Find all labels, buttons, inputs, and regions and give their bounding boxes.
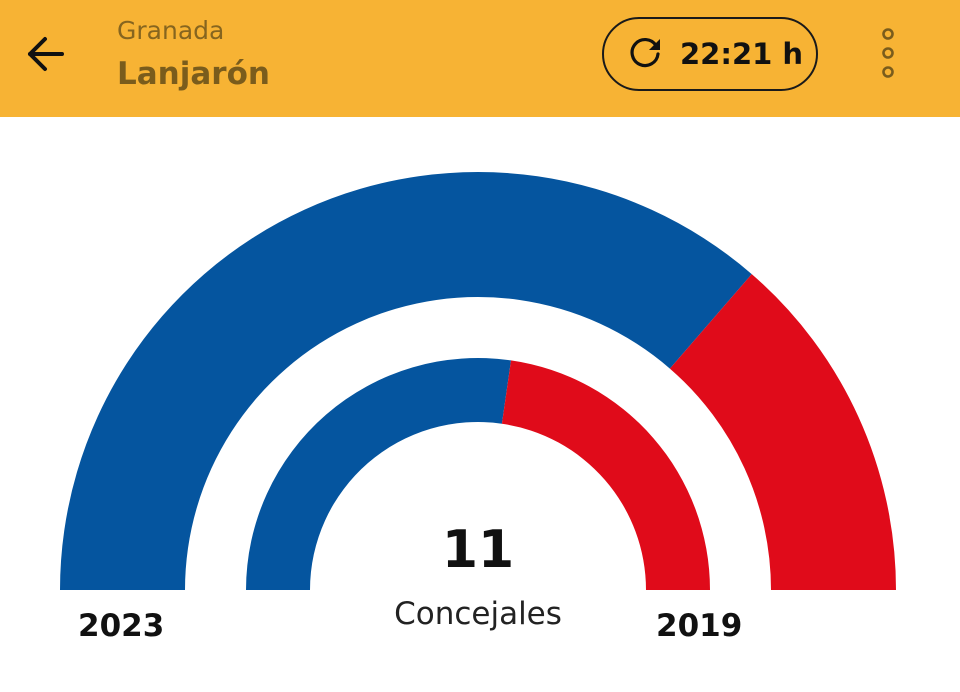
more-vertical-icon bbox=[882, 28, 894, 78]
refresh-time-button[interactable]: 22:21 h bbox=[602, 17, 818, 91]
total-seats: 11 bbox=[441, 520, 515, 580]
province-name: Granada bbox=[117, 16, 225, 45]
inner-ring-2019-segment-2 bbox=[501, 360, 710, 590]
location-titles: Granada Lanjarón bbox=[117, 16, 270, 94]
back-button[interactable] bbox=[18, 26, 74, 82]
inner-ring-year-label: 2019 bbox=[656, 608, 743, 644]
app-header: Granada Lanjarón 22:21 h bbox=[0, 0, 960, 117]
more-options-button[interactable] bbox=[866, 22, 910, 84]
update-time: 22:21 h bbox=[680, 37, 804, 71]
outer-ring-2023-segment-2 bbox=[669, 274, 896, 590]
seats-label: Concejales bbox=[394, 596, 562, 632]
refresh-icon bbox=[630, 38, 660, 68]
seat-distribution-chart bbox=[60, 172, 896, 591]
inner-ring-2019-segment-1 bbox=[246, 358, 512, 590]
arrow-left-icon bbox=[28, 37, 64, 71]
municipality-name: Lanjarón bbox=[117, 56, 270, 92]
outer-ring-2023-segment-1 bbox=[60, 172, 752, 591]
outer-ring-year-label: 2023 bbox=[78, 608, 165, 644]
